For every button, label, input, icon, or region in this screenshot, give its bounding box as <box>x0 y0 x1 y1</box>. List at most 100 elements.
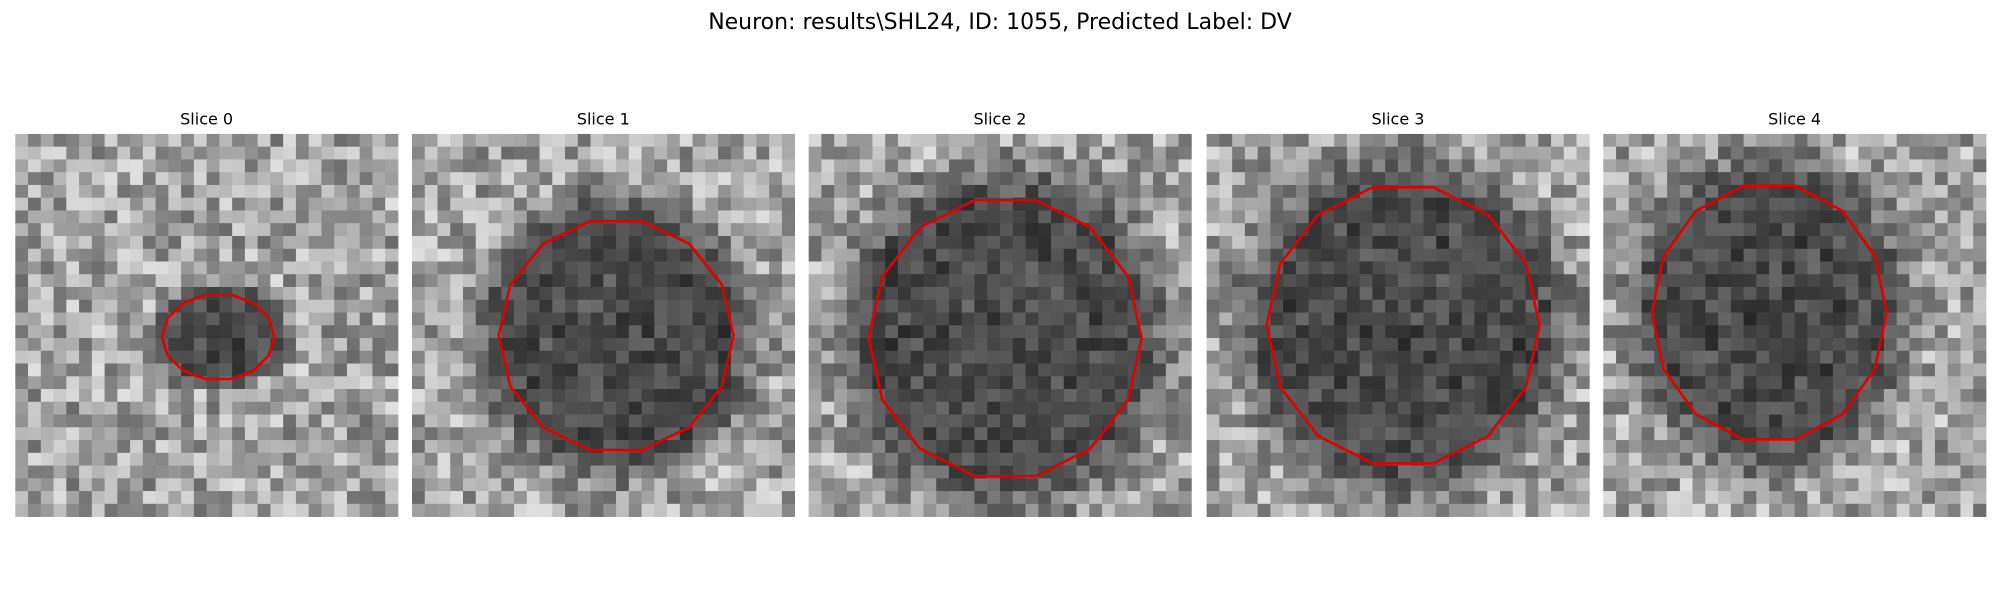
pixel <box>295 261 310 275</box>
pixel <box>334 338 348 352</box>
pixel <box>1730 338 1745 352</box>
pixel <box>1140 299 1154 313</box>
contour <box>497 219 735 452</box>
pixel <box>40 350 54 364</box>
pixel <box>257 172 271 186</box>
pixel <box>257 133 271 148</box>
pixel <box>168 210 182 224</box>
pixel <box>501 184 515 199</box>
pixel <box>910 414 924 428</box>
pixel <box>1474 363 1488 377</box>
pixel <box>1410 350 1424 364</box>
pixel <box>1321 363 1335 377</box>
pixel <box>1551 350 1565 364</box>
pixel <box>1063 389 1077 403</box>
pixel <box>1334 452 1348 466</box>
pixel <box>756 478 770 492</box>
pixel <box>1461 261 1475 275</box>
pixel <box>1718 363 1732 377</box>
pixel <box>219 312 233 326</box>
pixel <box>1206 299 1220 313</box>
pixel <box>334 325 348 339</box>
pixel <box>79 286 93 301</box>
pixel <box>769 338 783 352</box>
pixel <box>219 235 233 250</box>
pixel <box>142 338 157 352</box>
pixel <box>1603 210 1617 224</box>
pixel <box>28 312 42 326</box>
pixel <box>821 389 835 403</box>
pixel <box>1423 478 1437 492</box>
pixel <box>1730 465 1745 479</box>
pixel <box>1692 440 1706 454</box>
pixel <box>450 261 464 275</box>
pixel <box>66 350 80 364</box>
pixel <box>961 376 975 390</box>
pixel <box>1616 312 1630 326</box>
pixel <box>1883 414 1898 428</box>
pixel <box>66 223 80 237</box>
pixel <box>424 389 438 403</box>
pixel <box>1140 389 1154 403</box>
pixel <box>846 312 861 326</box>
pixel <box>104 440 118 454</box>
pixel <box>1448 133 1463 148</box>
pixel <box>859 478 873 492</box>
pixel <box>1153 299 1167 313</box>
pixel <box>463 133 477 148</box>
pixel <box>603 146 617 160</box>
pixel <box>590 312 604 326</box>
pixel <box>743 286 757 301</box>
pixel <box>1679 350 1693 364</box>
pixel <box>756 235 770 250</box>
pixel <box>756 503 770 517</box>
pixel <box>808 210 822 224</box>
pixel <box>948 235 963 250</box>
pixel <box>834 363 848 377</box>
pixel <box>1232 235 1246 250</box>
pixel <box>15 325 29 339</box>
pixel <box>283 235 297 250</box>
pixel <box>1603 491 1617 505</box>
pixel <box>730 274 745 288</box>
pixel <box>514 248 528 262</box>
pixel <box>539 503 553 517</box>
pixel <box>1576 325 1590 339</box>
pixel <box>295 491 310 505</box>
pixel <box>181 223 195 237</box>
pixel <box>552 414 566 428</box>
pixel <box>1283 210 1297 224</box>
pixel <box>1038 248 1052 262</box>
pixel <box>1423 286 1437 301</box>
pixel <box>424 286 438 301</box>
pixel <box>244 210 259 224</box>
pixel <box>193 261 208 275</box>
pixel <box>1334 235 1348 250</box>
pixel <box>437 338 451 352</box>
pixel <box>1308 261 1322 275</box>
pixel <box>1012 338 1026 352</box>
pixel <box>1127 427 1141 441</box>
pixel <box>1858 146 1872 160</box>
pixel <box>1538 248 1552 262</box>
pixel <box>1934 312 1949 326</box>
pixel <box>1153 465 1167 479</box>
pixel <box>1321 223 1335 237</box>
pixel <box>936 299 950 313</box>
pixel <box>308 248 322 262</box>
pixel <box>1346 376 1361 390</box>
pixel <box>590 159 604 173</box>
pixel <box>1487 159 1501 173</box>
pixel <box>1178 159 1192 173</box>
pixel <box>1743 427 1757 441</box>
pixel <box>232 248 246 262</box>
pixel <box>654 452 668 466</box>
pixel <box>1858 223 1872 237</box>
pixel <box>1794 478 1808 492</box>
pixel <box>654 465 668 479</box>
pixel <box>987 274 1001 288</box>
pixel <box>1295 159 1310 173</box>
pixel <box>155 389 169 403</box>
pixel <box>168 184 182 199</box>
pixel <box>1705 401 1719 415</box>
